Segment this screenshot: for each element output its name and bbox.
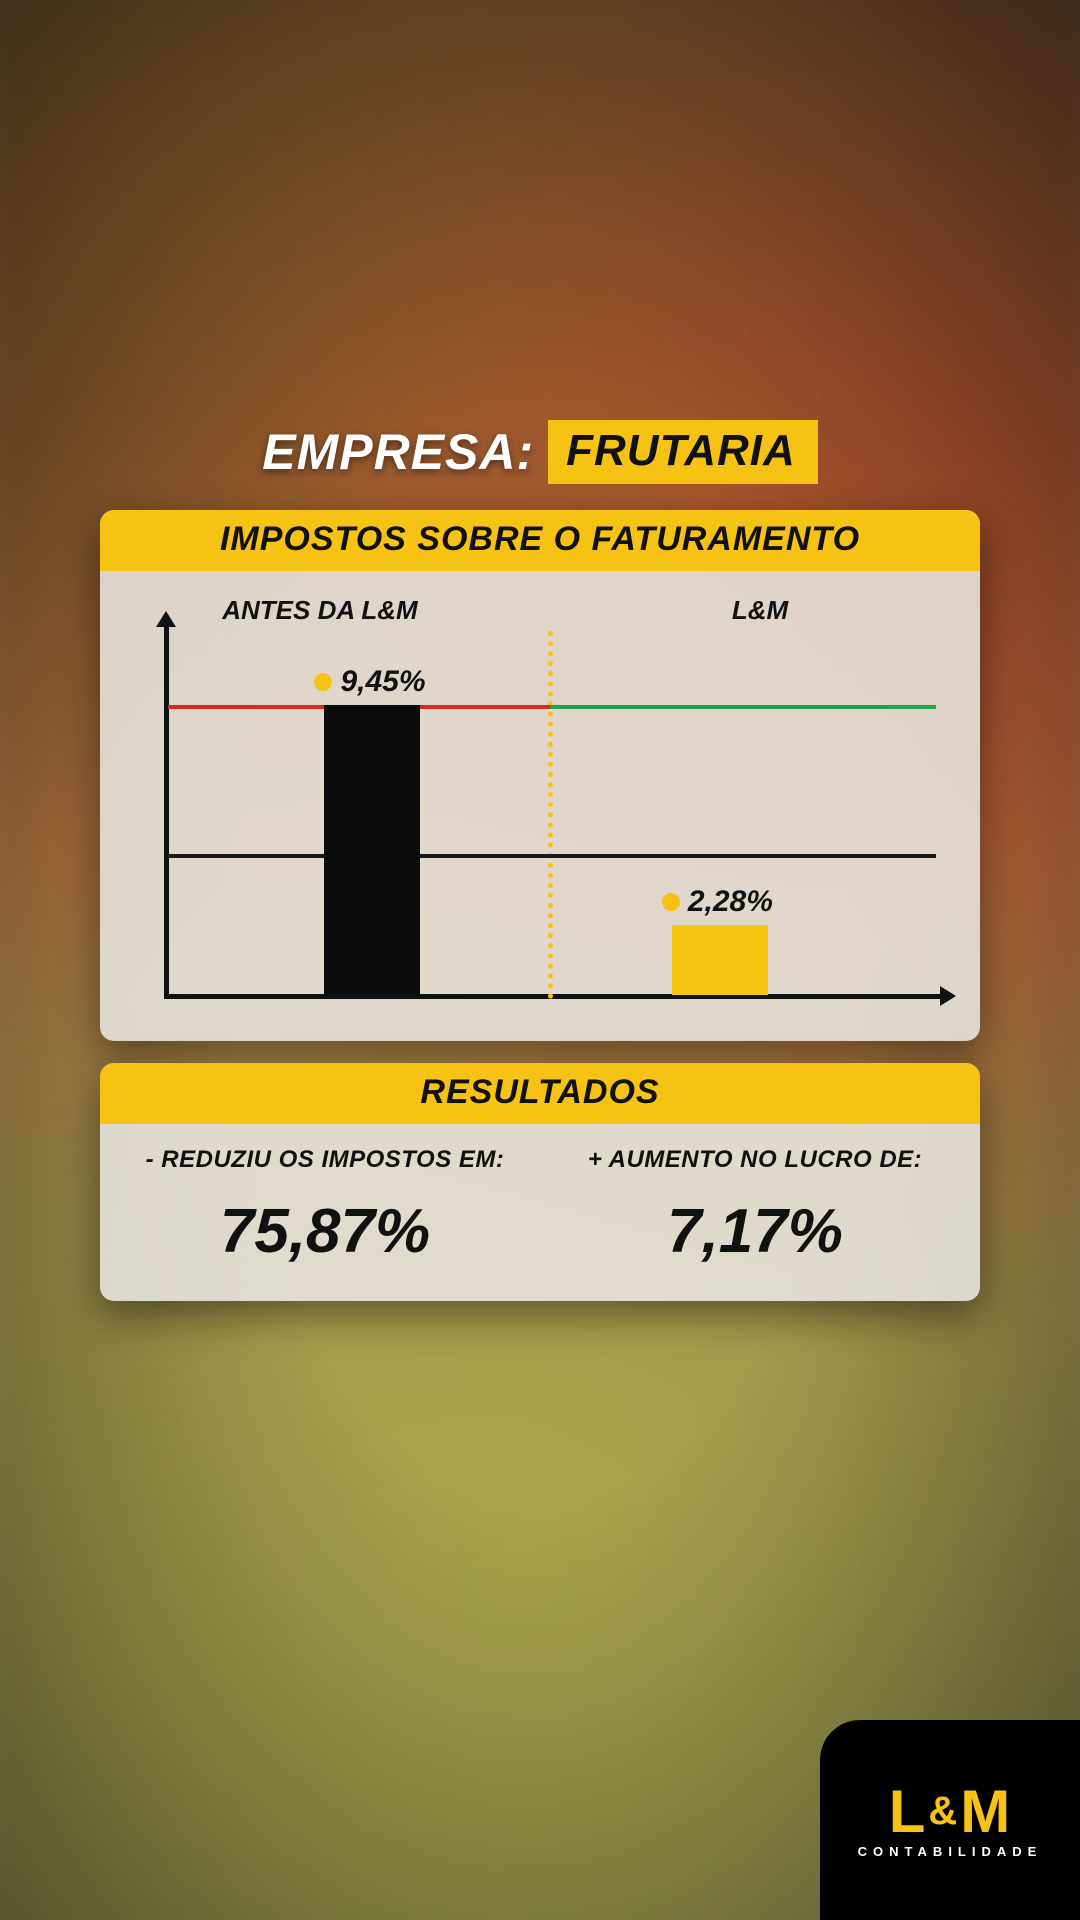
dot-icon — [662, 893, 680, 911]
bar-value-after: 2,28% — [688, 885, 773, 919]
title-row: EMPRESA: FRUTARIA — [262, 420, 818, 484]
y-axis — [164, 625, 169, 999]
title-label: EMPRESA: — [262, 423, 534, 481]
lower-reference-line — [168, 854, 936, 858]
plot-region: 9,45% 2,28% — [164, 631, 936, 999]
result-left-caption: - REDUZIU OS IMPOSTOS EM: — [110, 1146, 540, 1174]
bar-label-before: 9,45% — [314, 665, 425, 699]
x-axis — [164, 994, 942, 999]
col-label-after: L&M — [540, 595, 980, 626]
result-right: + AUMENTO NO LUCRO DE: 7,17% — [540, 1146, 970, 1267]
results-title: RESULTADOS — [100, 1063, 980, 1124]
result-left: - REDUZIU OS IMPOSTOS EM: 75,87% — [110, 1146, 540, 1267]
chart-title: IMPOSTOS SOBRE O FATURAMENTO — [100, 510, 980, 571]
center-divider — [548, 631, 553, 999]
bar-value-before: 9,45% — [340, 665, 425, 699]
logo-main: L&M — [889, 1782, 1012, 1842]
column-labels: ANTES DA L&M L&M — [100, 595, 980, 626]
dot-icon — [314, 673, 332, 691]
upper-reference-line-after — [550, 705, 936, 709]
logo-sub: CONTABILIDADE — [858, 1844, 1043, 1859]
content-stage: EMPRESA: FRUTARIA IMPOSTOS SOBRE O FATUR… — [0, 0, 1080, 1920]
result-right-value: 7,17% — [540, 1196, 970, 1267]
bar-label-after: 2,28% — [662, 885, 773, 919]
results-body: - REDUZIU OS IMPOSTOS EM: 75,87% + AUMEN… — [100, 1124, 980, 1301]
title-chip: FRUTARIA — [548, 420, 818, 484]
result-right-caption: + AUMENTO NO LUCRO DE: — [540, 1146, 970, 1174]
logo-badge: L&M CONTABILIDADE — [820, 1720, 1080, 1920]
results-card: RESULTADOS - REDUZIU OS IMPOSTOS EM: 75,… — [100, 1063, 980, 1301]
chart-area: ANTES DA L&M L&M 9,45% 2,28% — [100, 571, 980, 1041]
bar-after — [672, 925, 768, 995]
bar-before — [324, 705, 420, 995]
chart-card: IMPOSTOS SOBRE O FATURAMENTO ANTES DA L&… — [100, 510, 980, 1041]
result-left-value: 75,87% — [110, 1196, 540, 1267]
